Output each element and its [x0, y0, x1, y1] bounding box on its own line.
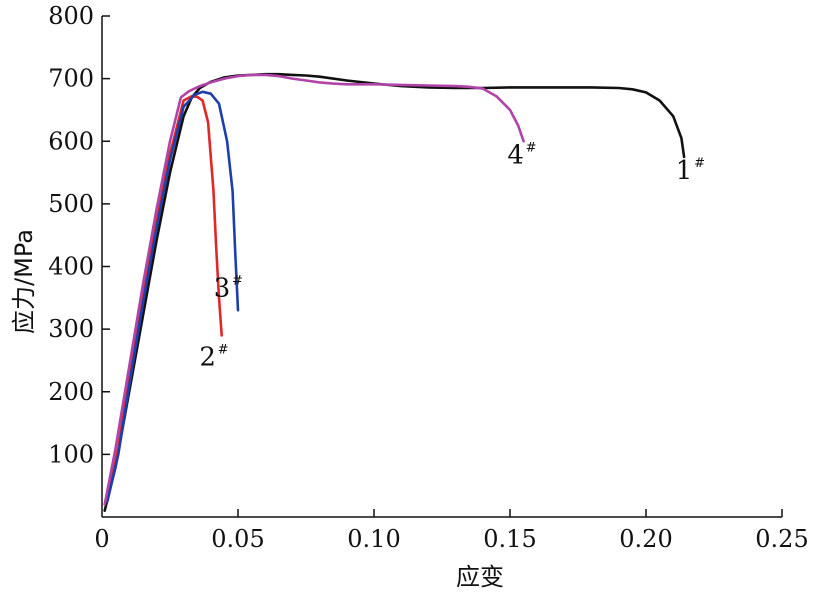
y-tick-label: 300	[48, 315, 94, 343]
series-label-2: 2	[199, 342, 216, 372]
y-tick-label: 700	[48, 65, 94, 93]
series-label-sup-1: #	[694, 156, 705, 171]
series-line-3	[106, 90, 240, 503]
x-tick-label: 0.05	[211, 525, 264, 553]
series-label-sup-3: #	[232, 273, 243, 288]
x-tick-label: 0	[94, 525, 109, 553]
x-tick-label: 0.10	[347, 525, 400, 553]
x-axis-title: 应变	[456, 563, 504, 591]
y-axis-title: 应力/MPa	[10, 229, 38, 334]
y-tick-label: 400	[48, 253, 94, 281]
x-tick-label: 0.25	[755, 525, 808, 553]
y-tick-label: 600	[48, 127, 94, 155]
series-label-sup-4: #	[526, 140, 537, 155]
series-label-3: 3	[214, 273, 231, 303]
y-tick-label: 800	[48, 2, 94, 30]
series-label-4: 4	[507, 140, 524, 170]
series-label-sup-2: #	[218, 342, 229, 357]
series-line-4	[103, 73, 525, 506]
plot-area	[103, 72, 686, 513]
x-tick-label: 0.15	[483, 525, 536, 553]
series-labels: 1 #2 #3 #4 #	[199, 140, 705, 372]
series-line-2	[106, 94, 223, 500]
y-tick-label: 200	[48, 378, 94, 406]
series-label-1: 1	[676, 156, 693, 186]
y-tick-label: 100	[48, 440, 94, 468]
y-tick-label: 500	[48, 190, 94, 218]
axes: 0 0.05 0.10 0.15 0.20 0.25 100 200 300 400 500 600 7…	[48, 2, 809, 553]
x-tick-label: 0.20	[619, 525, 672, 553]
series-line-1	[103, 72, 686, 513]
